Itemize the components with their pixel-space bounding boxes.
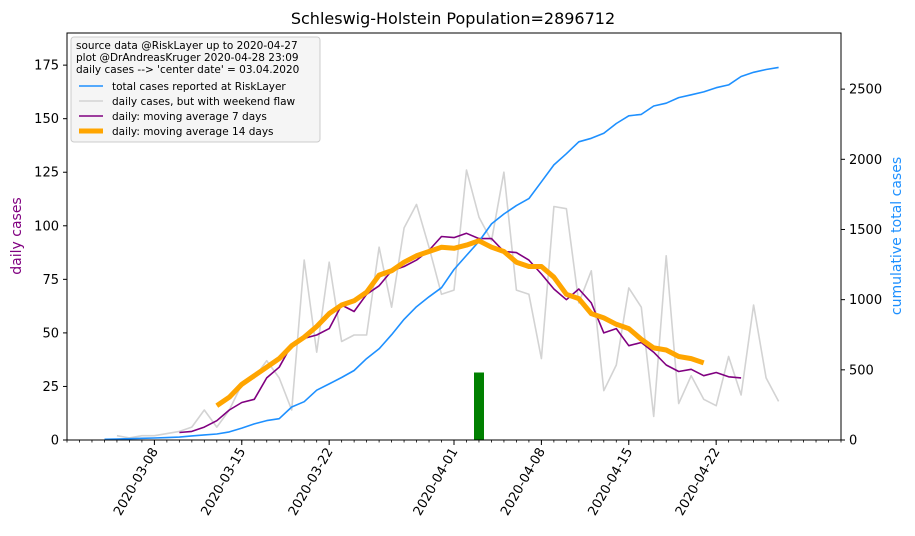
left-tick-label: 150 [34, 112, 59, 127]
legend-box [70, 36, 321, 143]
left-tick-label: 75 [42, 273, 59, 288]
moving-average-7-line [179, 232, 742, 434]
left-tick-label: 50 [42, 326, 59, 341]
right-axis-label: cumulative total cases [889, 157, 905, 315]
right-tick-label: 2500 [849, 83, 882, 98]
annotation-line-2: plot @DrAndreasKruger 2020-04-28 23:09 [76, 52, 299, 64]
moving-average-14-line [215, 238, 705, 408]
legend-label-total: total cases reported at RiskLayer [112, 81, 286, 93]
legend-label-daily: daily cases, but with weekend flaw [112, 96, 296, 108]
x-tick-label: 2020-03-22 [286, 446, 337, 519]
x-tick-label: 2020-04-15 [585, 446, 636, 519]
x-tick-label: 2020-04-01 [411, 446, 462, 519]
left-tick-label: 125 [34, 166, 59, 181]
right-tick-label: 1000 [849, 293, 882, 308]
x-tick-label: 2020-03-15 [198, 446, 249, 519]
legend-label-ma7: daily: moving average 7 days [112, 111, 267, 123]
left-axis-label: daily cases [9, 197, 25, 274]
right-tick-label: 0 [849, 434, 857, 449]
right-tick-label: 1500 [849, 223, 882, 238]
right-tick-label: 500 [849, 363, 874, 378]
legend: source data @RiskLayer up to 2020-04-27 … [70, 36, 321, 143]
chart-title: Schleswig-Holstein Population=2896712 [291, 9, 615, 28]
annotation-line-3: daily cases --> 'center date' = 03.04.20… [76, 64, 299, 76]
left-tick-label: 0 [51, 434, 59, 449]
left-tick-label: 25 [42, 380, 59, 395]
annotation-line-1: source data @RiskLayer up to 2020-04-27 [76, 40, 298, 52]
left-tick-label: 175 [34, 59, 59, 74]
left-tick-label: 100 [34, 219, 59, 234]
right-tick-label: 2000 [849, 153, 882, 168]
x-tick-label: 2020-03-08 [111, 446, 162, 519]
legend-label-ma14: daily: moving average 14 days [112, 126, 274, 138]
x-tick-label: 2020-04-08 [498, 446, 549, 519]
daily-cases-line [116, 169, 780, 439]
total-cases-line [104, 66, 779, 441]
x-tick-label: 2020-04-22 [673, 446, 724, 519]
center-date-bar [474, 372, 484, 440]
